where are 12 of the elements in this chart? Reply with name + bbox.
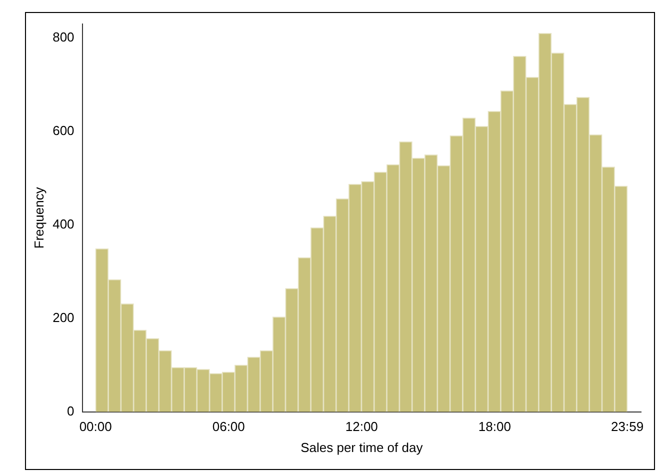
y-tick-label: 600 [52,123,74,138]
y-axis-title: Frequency [31,186,46,249]
y-tick-label: 0 [67,403,74,418]
x-tick-label: 23:59 [611,419,644,434]
y-tick-label: 800 [52,30,74,45]
x-tick-label: 00:00 [79,419,112,434]
x-tick-label: 18:00 [478,419,511,434]
x-axis-title: Sales per time of day [300,440,424,455]
x-tick-label: 06:00 [212,419,245,434]
x-tick-label: 12:00 [345,419,378,434]
y-tick-label: 400 [52,216,74,232]
y-tick-label: 200 [52,310,74,325]
